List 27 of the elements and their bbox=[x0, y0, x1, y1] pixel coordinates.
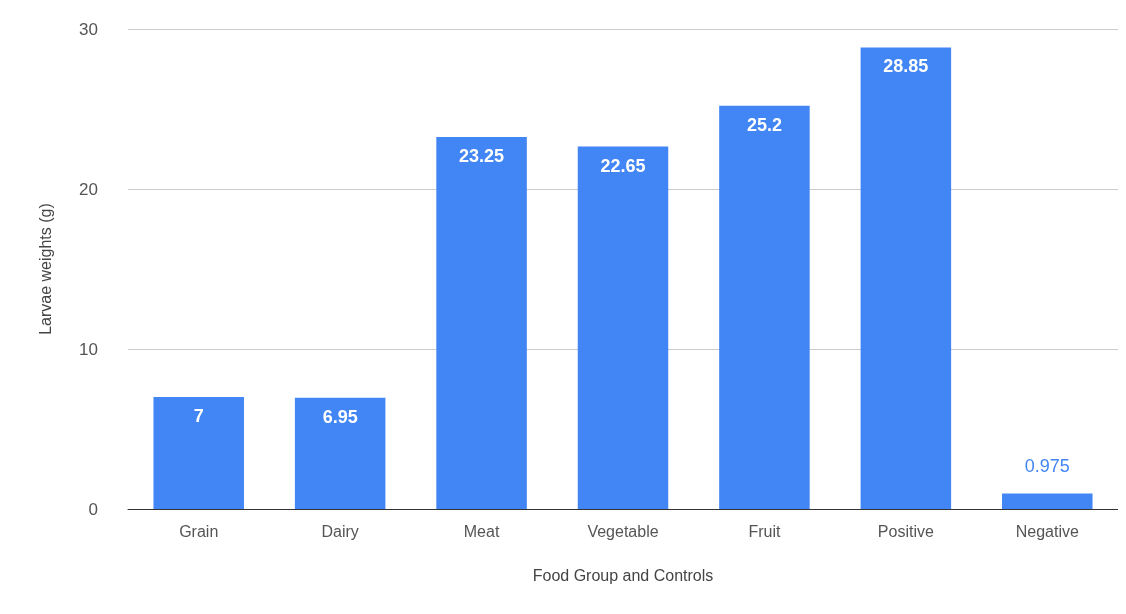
data-label: 0.975 bbox=[1024, 456, 1070, 477]
y-tick-label: 10 bbox=[79, 339, 98, 359]
data-label: 22.65 bbox=[600, 155, 646, 176]
x-axis-title: Food Group and Controls bbox=[532, 566, 714, 584]
x-tick-label: Vegetable bbox=[587, 522, 659, 540]
data-label: 7 bbox=[193, 406, 204, 426]
x-tick-label: Positive bbox=[877, 522, 934, 540]
bar bbox=[860, 47, 952, 509]
bar bbox=[294, 397, 386, 509]
y-axis-title: Larvae weights (g) bbox=[36, 203, 54, 335]
bar bbox=[1002, 493, 1093, 509]
bar bbox=[577, 146, 669, 509]
y-tick-label: 0 bbox=[88, 499, 98, 519]
data-label: 28.85 bbox=[883, 56, 929, 77]
data-label: 6.95 bbox=[322, 406, 358, 427]
x-tick-label: Meat bbox=[463, 522, 500, 540]
data-label: 25.2 bbox=[746, 114, 782, 135]
x-tick-label: Grain bbox=[179, 522, 219, 540]
x-tick-label: Negative bbox=[1015, 522, 1079, 540]
x-tick-label: Dairy bbox=[321, 522, 359, 540]
y-tick-label: 20 bbox=[79, 179, 98, 199]
bar bbox=[719, 105, 810, 509]
x-tick-label: Fruit bbox=[748, 522, 781, 540]
bar bbox=[153, 397, 244, 509]
y-tick-label: 30 bbox=[79, 19, 98, 39]
bar bbox=[436, 137, 527, 509]
data-label: 23.25 bbox=[459, 146, 505, 166]
